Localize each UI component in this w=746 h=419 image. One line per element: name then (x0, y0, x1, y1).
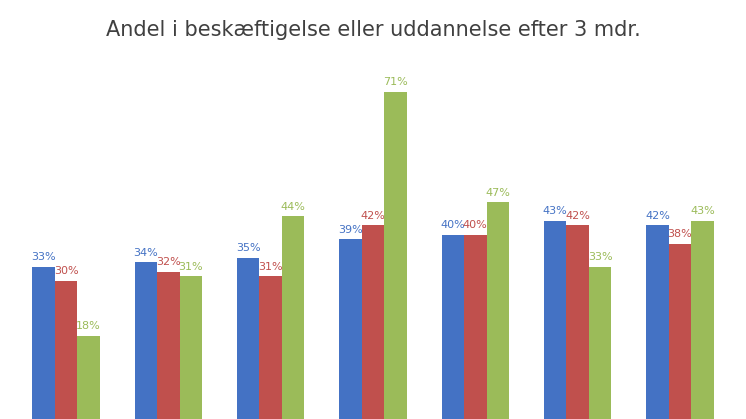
Text: 31%: 31% (258, 261, 283, 272)
Bar (157, 272, 180, 419)
Bar (668, 244, 692, 419)
Text: 31%: 31% (178, 261, 203, 272)
Text: 34%: 34% (134, 248, 158, 258)
Text: 30%: 30% (54, 266, 78, 276)
Bar (589, 267, 612, 419)
Text: 47%: 47% (486, 188, 510, 198)
Bar (646, 225, 668, 419)
Text: 42%: 42% (645, 211, 670, 221)
Bar (54, 281, 78, 419)
Bar (282, 216, 304, 419)
Text: 43%: 43% (543, 206, 568, 216)
Bar (32, 267, 54, 419)
Text: 42%: 42% (565, 211, 590, 221)
Text: 38%: 38% (668, 229, 692, 239)
Bar (566, 225, 589, 419)
Bar (339, 239, 362, 419)
Text: 18%: 18% (76, 321, 101, 331)
Bar (544, 221, 566, 419)
Text: 33%: 33% (31, 252, 56, 262)
Bar (384, 92, 407, 419)
Bar (78, 336, 100, 419)
Text: 39%: 39% (338, 225, 363, 235)
Bar (486, 202, 509, 419)
Bar (180, 276, 202, 419)
Text: 44%: 44% (280, 202, 306, 212)
Text: 43%: 43% (690, 206, 715, 216)
Text: 35%: 35% (236, 243, 260, 253)
Title: Andel i beskæftigelse eller uddannelse efter 3 mdr.: Andel i beskæftigelse eller uddannelse e… (106, 21, 640, 40)
Bar (134, 262, 157, 419)
Bar (260, 276, 282, 419)
Text: 71%: 71% (383, 77, 408, 87)
Bar (692, 221, 714, 419)
Bar (362, 225, 384, 419)
Text: 32%: 32% (156, 257, 181, 267)
Bar (237, 258, 260, 419)
Text: 40%: 40% (440, 220, 466, 230)
Bar (442, 235, 464, 419)
Text: 40%: 40% (463, 220, 488, 230)
Text: 42%: 42% (360, 211, 386, 221)
Text: 33%: 33% (588, 252, 612, 262)
Bar (464, 235, 486, 419)
